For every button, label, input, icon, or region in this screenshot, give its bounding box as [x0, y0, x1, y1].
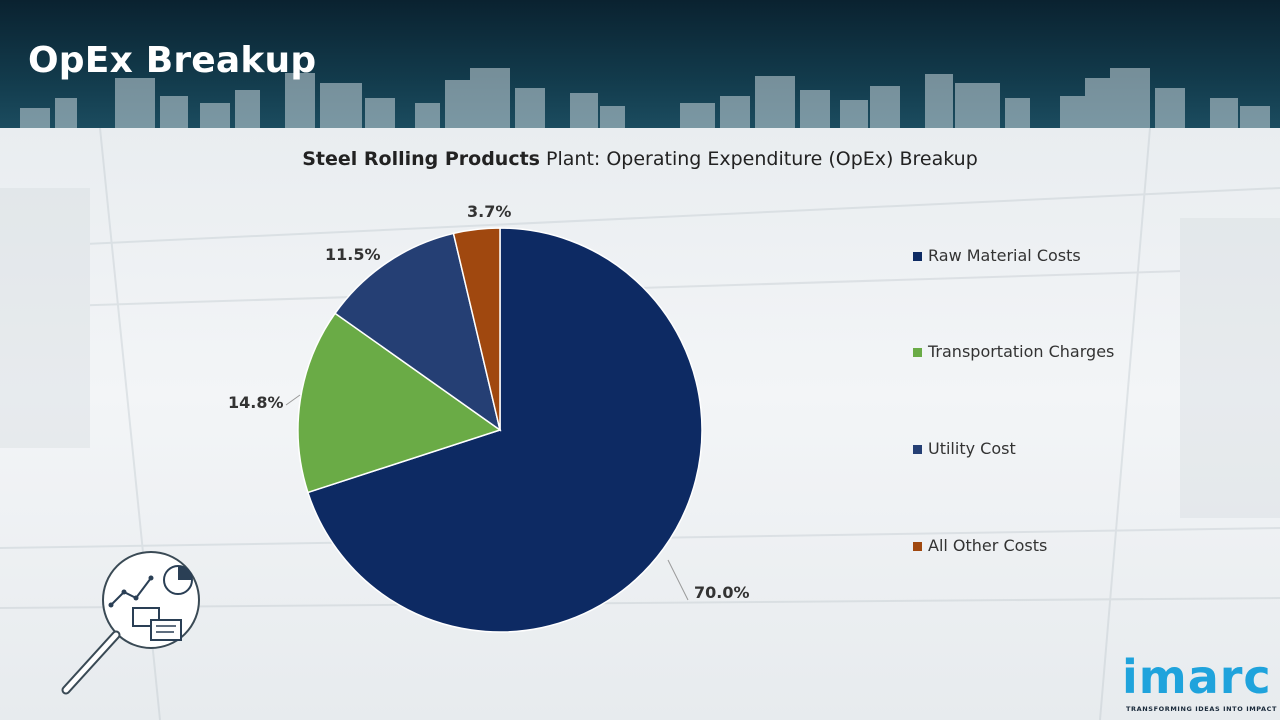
- pie-slice-raw-material-costs: [306, 227, 703, 633]
- pie-slice-transportation-charges: [297, 312, 502, 494]
- legend-swatch: [913, 252, 922, 261]
- legend-item: Raw Material Costs: [913, 246, 1081, 265]
- legend-swatch: [913, 542, 922, 551]
- logo-tagline: TRANSFORMING IDEAS INTO IMPACT: [1126, 705, 1278, 713]
- legend-label: Raw Material Costs: [928, 246, 1081, 265]
- data-label: 70.0%: [694, 583, 750, 602]
- logo-wordmark: imarc: [1122, 650, 1272, 704]
- chart-title: Steel Rolling Products Plant: Operating …: [0, 148, 1280, 170]
- chart-title-rest: Plant: Operating Expenditure (OpEx) Brea…: [539, 148, 978, 170]
- leader-line: [667, 559, 689, 601]
- chart-title-bold: Steel Rolling Products: [302, 148, 540, 170]
- analytics-magnifier-icon: [61, 551, 200, 695]
- factory-background-graphic: [0, 128, 1280, 720]
- data-label: 14.8%: [228, 393, 284, 412]
- legend-item: All Other Costs: [913, 536, 1047, 555]
- legend-label: Utility Cost: [928, 439, 1016, 458]
- data-label: 11.5%: [325, 245, 381, 264]
- imarc-logo: imarc TRANSFORMING IDEAS INTO IMPACT: [1122, 650, 1276, 718]
- leader-line: [285, 394, 301, 406]
- legend-label: All Other Costs: [928, 536, 1048, 555]
- page-title: OpEx Breakup: [28, 40, 317, 81]
- legend-label: Transportation Charges: [928, 342, 1115, 361]
- city-skyline-graphic: [20, 68, 1270, 128]
- data-label: 3.7%: [467, 202, 511, 221]
- legend-item: Utility Cost: [913, 439, 1016, 458]
- header-banner: OpEx Breakup: [0, 0, 1280, 128]
- legend-swatch: [913, 348, 922, 357]
- pie-slice-all-other-costs: [452, 227, 501, 431]
- legend-item: Transportation Charges: [913, 342, 1114, 361]
- legend-swatch: [913, 445, 922, 454]
- pie-slice-utility-cost: [334, 232, 502, 432]
